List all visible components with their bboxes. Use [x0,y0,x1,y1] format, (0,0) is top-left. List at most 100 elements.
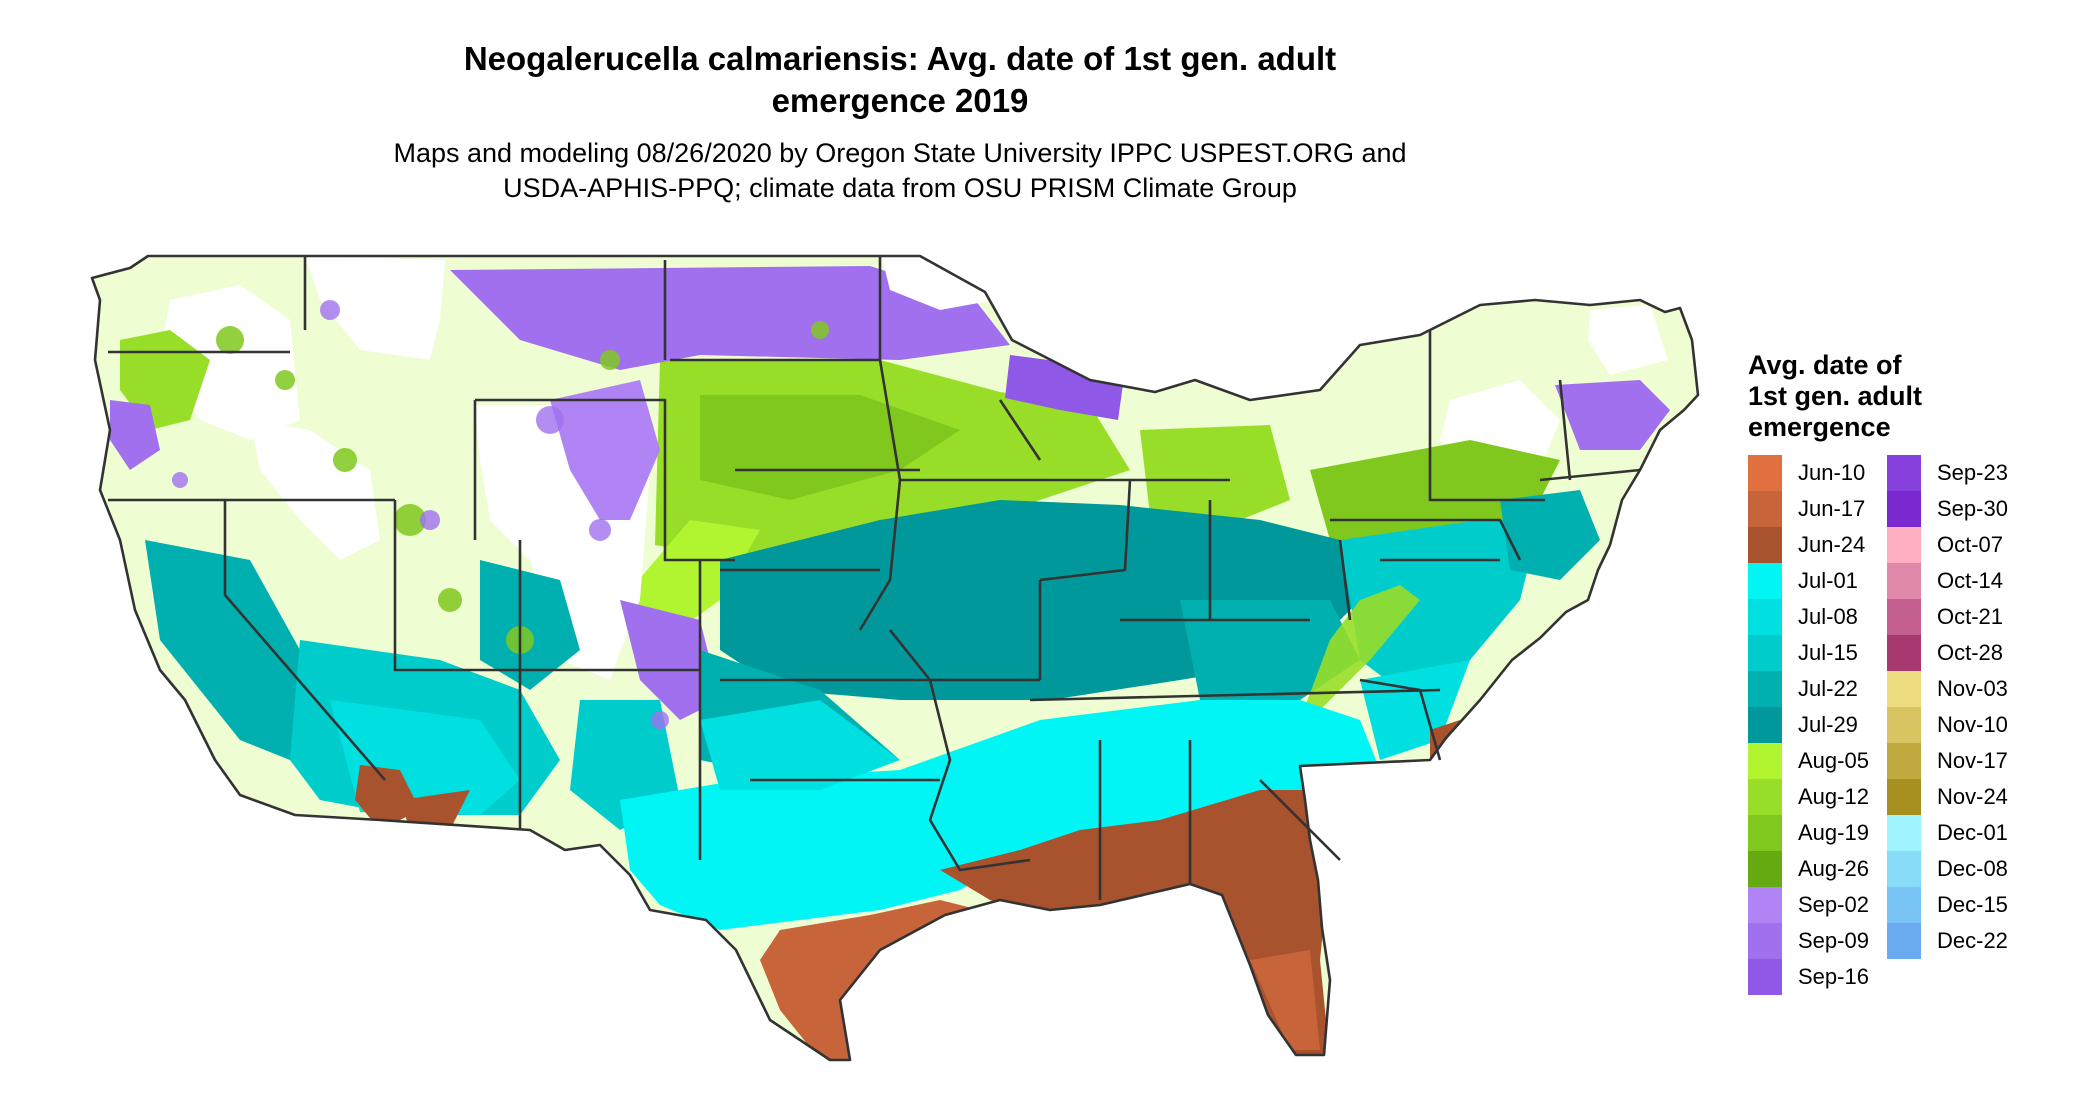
legend-item: Oct-07 [1887,527,2008,563]
title-line-1: Neogalerucella calmariensis: Avg. date o… [463,40,1337,77]
legend-item: Oct-21 [1887,599,2008,635]
legend-column-2: Sep-23 Sep-30 Oct-07 Oct-14 Oct-21 Oct-28 Nov-… [1887,455,2008,959]
legend-label: Sep-30 [1937,496,2008,521]
legend-swatch [1887,815,1921,851]
legend-label: Jun-24 [1798,532,1866,557]
legend-swatch [1748,707,1782,743]
legend-label: Oct-07 [1937,532,2004,557]
legend-label: Nov-03 [1937,676,2008,701]
legend-swatch [1748,923,1782,959]
legend-swatch [1887,671,1921,707]
legend-swatch [1748,887,1782,923]
legend-swatch [1887,887,1921,923]
legend-item: Aug-05 [1748,743,1869,779]
legend-item: Jul-29 [1748,707,1869,743]
legend-column-1: Jun-10 Jun-17 Jun-24 Jul-01 Jul-08 Jul-15 Jul-… [1748,455,1869,995]
legend-swatch [1748,563,1782,599]
legend-item: Sep-30 [1887,491,2008,527]
legend-label: Jul-01 [1798,568,1858,593]
legend-label: Sep-16 [1798,964,1869,989]
legend-label: Sep-02 [1798,892,1869,917]
legend-swatch [1887,707,1921,743]
legend-swatch [1748,455,1782,491]
legend-item: Dec-01 [1887,815,2008,851]
legend-item: Dec-15 [1887,887,2008,923]
legend-item: Aug-19 [1748,815,1869,851]
legend-label: Dec-01 [1937,820,2008,845]
legend-item: Jul-15 [1748,635,1869,671]
legend-swatch [1887,491,1921,527]
legend-item: Jul-22 [1748,671,1869,707]
legend-item: Sep-09 [1748,923,1869,959]
legend-label: Jun-10 [1798,460,1866,485]
us-map [90,254,1700,1062]
legend-label: Jun-17 [1798,496,1866,521]
legend-item: Sep-02 [1748,887,1869,923]
map-subtitle: Maps and modeling 08/26/2020 by Oregon S… [300,136,1500,206]
legend-swatch [1748,527,1782,563]
legend-title-line-3: emergence [1748,412,1891,442]
legend-label: Aug-05 [1798,748,1869,773]
legend-item: Jun-10 [1748,455,1869,491]
legend-swatch [1748,743,1782,779]
legend-swatch [1887,599,1921,635]
legend-item: Nov-03 [1887,671,2008,707]
legend-label: Nov-24 [1937,784,2008,809]
legend-label: Aug-12 [1798,784,1869,809]
title-line-2: emergence 2019 [771,82,1029,119]
legend-label: Sep-23 [1937,460,2008,485]
legend-label: Aug-26 [1798,856,1869,881]
legend-item: Oct-28 [1887,635,2008,671]
legend-title: Avg. date of 1st gen. adult emergence [1748,350,2008,443]
legend-item: Sep-16 [1748,959,1869,995]
legend-item: Sep-23 [1887,455,2008,491]
legend-label: Dec-08 [1937,856,2008,881]
legend-label: Dec-22 [1937,928,2008,953]
legend-label: Oct-28 [1937,640,2004,665]
legend-swatch [1887,743,1921,779]
legend-swatch [1748,599,1782,635]
legend-item: Jun-17 [1748,491,1869,527]
legend-swatch [1887,635,1921,671]
legend-label: Aug-19 [1798,820,1869,845]
legend-label: Oct-14 [1937,568,2004,593]
legend-swatch [1748,851,1782,887]
legend-item: Oct-14 [1887,563,2008,599]
subtitle-line-1: Maps and modeling 08/26/2020 by Oregon S… [393,138,1407,168]
legend-label: Jul-08 [1798,604,1858,629]
legend-title-line-1: Avg. date of [1748,350,1902,380]
legend-swatch [1887,563,1921,599]
legend-swatch [1748,815,1782,851]
legend-item: Aug-12 [1748,779,1869,815]
legend-swatch [1748,959,1782,995]
legend-swatch [1748,671,1782,707]
legend-item: Jul-08 [1748,599,1869,635]
legend-swatch [1748,491,1782,527]
legend-swatch [1887,527,1921,563]
map-title: Neogalerucella calmariensis: Avg. date o… [300,38,1500,122]
legend-item: Jun-24 [1748,527,1869,563]
legend-item: Nov-10 [1887,707,2008,743]
legend-label: Dec-15 [1937,892,2008,917]
legend-label: Oct-21 [1937,604,2004,629]
legend-swatch [1887,851,1921,887]
legend-swatch [1748,779,1782,815]
legend-swatch [1887,779,1921,815]
legend-label: Nov-17 [1937,748,2008,773]
legend-title-line-2: 1st gen. adult [1748,381,1923,411]
legend-item: Nov-24 [1887,779,2008,815]
legend-swatch [1887,455,1921,491]
legend-label: Jul-15 [1798,640,1858,665]
legend-item: Dec-08 [1887,851,2008,887]
legend-swatch [1887,923,1921,959]
legend-label: Sep-09 [1798,928,1869,953]
legend-item: Nov-17 [1887,743,2008,779]
subtitle-line-2: USDA-APHIS-PPQ; climate data from OSU PR… [503,173,1297,203]
legend-label: Jul-29 [1798,712,1858,737]
legend-swatch [1748,635,1782,671]
legend-item: Aug-26 [1748,851,1869,887]
legend-item: Dec-22 [1887,923,2008,959]
legend-label: Jul-22 [1798,676,1858,701]
legend-item: Jul-01 [1748,563,1869,599]
legend-label: Nov-10 [1937,712,2008,737]
